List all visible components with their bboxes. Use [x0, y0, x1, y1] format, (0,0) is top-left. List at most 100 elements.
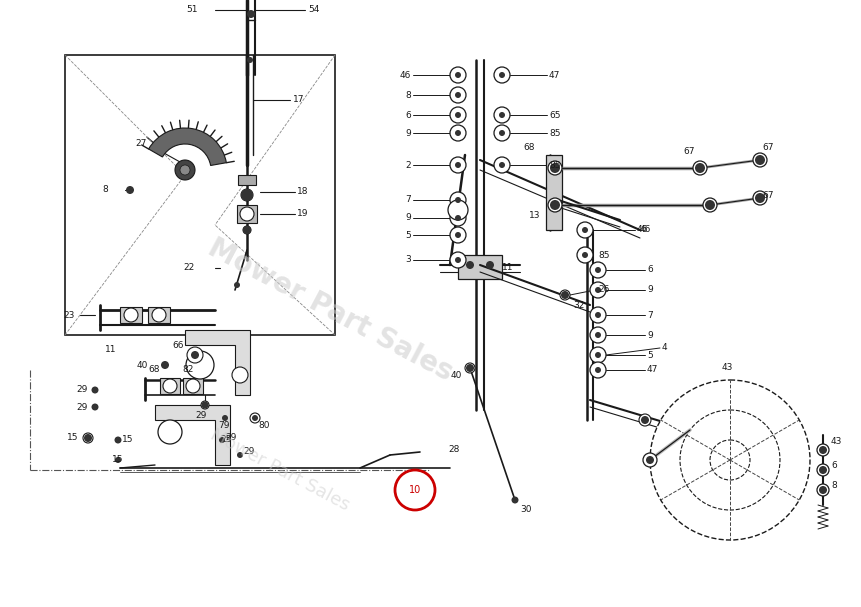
Text: 25: 25	[220, 435, 232, 444]
Circle shape	[83, 433, 93, 443]
Text: 47: 47	[549, 70, 561, 80]
Text: 79: 79	[218, 421, 230, 430]
Circle shape	[560, 290, 570, 300]
Circle shape	[450, 157, 466, 173]
Circle shape	[595, 287, 601, 293]
Circle shape	[548, 161, 562, 175]
Text: 46: 46	[640, 225, 652, 234]
Text: 85: 85	[549, 160, 561, 169]
Circle shape	[455, 72, 461, 78]
Circle shape	[650, 380, 810, 540]
Polygon shape	[185, 330, 250, 395]
Circle shape	[455, 197, 461, 203]
Text: 67: 67	[762, 143, 773, 152]
Polygon shape	[155, 405, 230, 465]
Text: 43: 43	[831, 438, 842, 447]
Text: 46: 46	[400, 70, 411, 80]
Text: 27: 27	[135, 138, 146, 148]
Circle shape	[595, 267, 601, 273]
Text: 29: 29	[243, 447, 254, 456]
Text: 8: 8	[406, 90, 411, 100]
Circle shape	[641, 416, 649, 424]
Circle shape	[241, 189, 253, 201]
Circle shape	[448, 200, 468, 220]
Text: 15: 15	[112, 455, 123, 464]
Text: 10: 10	[409, 485, 421, 495]
Circle shape	[817, 464, 829, 476]
Circle shape	[250, 413, 260, 423]
Text: 85: 85	[549, 129, 561, 138]
Circle shape	[115, 436, 121, 444]
Circle shape	[486, 261, 494, 269]
Circle shape	[590, 262, 606, 278]
Circle shape	[639, 414, 651, 426]
Circle shape	[395, 470, 435, 510]
Text: 3: 3	[406, 256, 411, 265]
Circle shape	[753, 153, 767, 167]
Circle shape	[450, 67, 466, 83]
Text: 17: 17	[293, 95, 305, 104]
Circle shape	[450, 125, 466, 141]
Circle shape	[252, 415, 258, 421]
Text: 9: 9	[406, 214, 411, 223]
Circle shape	[819, 486, 827, 494]
Circle shape	[819, 446, 827, 454]
Circle shape	[590, 362, 606, 378]
Circle shape	[455, 130, 461, 136]
Text: 80: 80	[258, 421, 269, 430]
Text: 8: 8	[831, 481, 837, 489]
Circle shape	[247, 10, 255, 18]
Text: 29: 29	[77, 402, 88, 412]
Circle shape	[595, 312, 601, 318]
Circle shape	[450, 252, 466, 268]
Text: 26: 26	[598, 285, 610, 294]
Circle shape	[582, 252, 588, 258]
Circle shape	[450, 192, 466, 208]
Text: 85: 85	[598, 251, 610, 260]
Bar	[120, 307, 142, 323]
Text: 18: 18	[297, 188, 308, 197]
Circle shape	[450, 227, 466, 243]
Text: 40: 40	[137, 361, 148, 370]
Circle shape	[91, 387, 98, 393]
Text: 68: 68	[148, 365, 159, 375]
Circle shape	[124, 308, 138, 322]
Circle shape	[582, 227, 588, 233]
Text: 29: 29	[77, 385, 88, 395]
Circle shape	[241, 189, 253, 201]
Circle shape	[643, 453, 657, 467]
Circle shape	[175, 160, 195, 180]
Text: 15: 15	[66, 433, 78, 443]
Circle shape	[465, 363, 475, 373]
Circle shape	[693, 161, 707, 175]
Circle shape	[243, 226, 251, 234]
Circle shape	[595, 352, 601, 358]
Circle shape	[237, 452, 243, 458]
Circle shape	[152, 308, 166, 322]
Circle shape	[817, 444, 829, 456]
Text: 9: 9	[647, 285, 653, 294]
Circle shape	[163, 379, 177, 393]
Circle shape	[550, 200, 560, 210]
Text: 2: 2	[406, 160, 411, 169]
Circle shape	[91, 404, 98, 410]
Text: 66: 66	[172, 341, 183, 350]
Text: 54: 54	[308, 5, 319, 15]
Text: 8: 8	[102, 186, 108, 194]
Text: 19: 19	[297, 209, 308, 219]
Circle shape	[817, 484, 829, 496]
Text: 28: 28	[449, 446, 460, 455]
Circle shape	[247, 57, 253, 63]
Circle shape	[191, 351, 199, 359]
Circle shape	[494, 125, 510, 141]
Circle shape	[494, 107, 510, 123]
Text: 15: 15	[122, 435, 133, 444]
Circle shape	[115, 457, 121, 463]
Circle shape	[187, 347, 203, 363]
Circle shape	[450, 107, 466, 123]
Text: 47: 47	[647, 365, 659, 375]
Text: 30: 30	[520, 506, 531, 515]
Circle shape	[201, 401, 208, 409]
Text: 11: 11	[105, 345, 116, 354]
Circle shape	[186, 351, 214, 379]
